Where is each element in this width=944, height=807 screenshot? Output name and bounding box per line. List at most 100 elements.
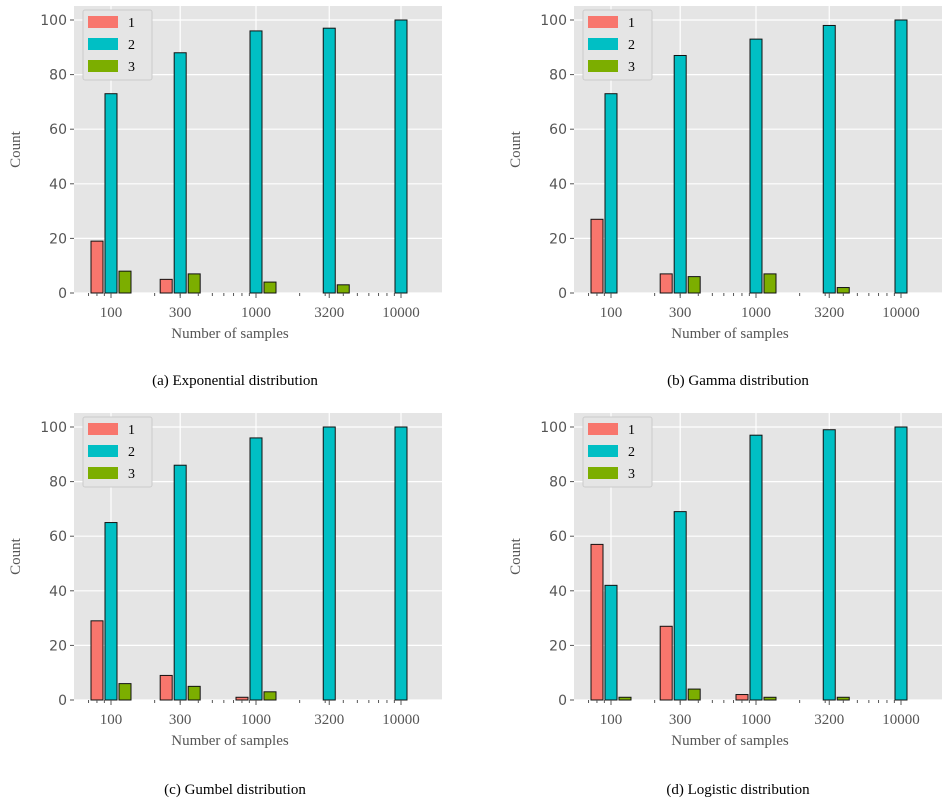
y-tick-label: 0 bbox=[558, 693, 567, 709]
x-tick-label: 10000 bbox=[382, 712, 420, 728]
y-tick-label: 60 bbox=[549, 122, 567, 138]
legend-swatch-2 bbox=[588, 38, 618, 50]
caption-a: (a) Exponential distribution bbox=[152, 373, 318, 389]
bar-series-2 bbox=[104, 93, 118, 294]
bar-series-2 bbox=[249, 30, 263, 294]
bar-series-2 bbox=[894, 426, 908, 701]
bar-series-2 bbox=[104, 522, 118, 701]
bar-series-3 bbox=[187, 273, 201, 294]
x-axis-label: Number of samples bbox=[671, 733, 789, 749]
y-axis-label: Count bbox=[8, 537, 24, 575]
legend-swatch-2 bbox=[88, 445, 118, 457]
x-tick-label: 1000 bbox=[241, 305, 271, 321]
legend-swatch-1 bbox=[88, 423, 118, 435]
y-tick-label: 60 bbox=[49, 122, 67, 138]
bar-series-2 bbox=[604, 584, 618, 701]
legend-swatch-3 bbox=[588, 60, 618, 72]
x-tick-label: 3200 bbox=[314, 305, 344, 321]
bar-series-3 bbox=[618, 696, 632, 701]
bar-series-1 bbox=[590, 218, 604, 294]
legend-label-3: 3 bbox=[628, 467, 635, 482]
x-tick-label: 10000 bbox=[882, 305, 920, 321]
legend-label-1: 1 bbox=[628, 16, 635, 31]
chart-a: 0 20 40 60 80 100 100 300 1000 3200 10000 Number of… bbox=[8, 6, 442, 342]
x-tick-label: 10000 bbox=[382, 305, 420, 321]
bar-series-1 bbox=[659, 625, 673, 701]
legend-label-3: 3 bbox=[628, 60, 635, 75]
y-tick-label: 100 bbox=[540, 420, 567, 436]
x-tick-label: 1000 bbox=[741, 305, 771, 321]
legend-label-1: 1 bbox=[128, 16, 135, 31]
bar-series-2 bbox=[673, 54, 687, 294]
x-axis-label: Number of samples bbox=[171, 733, 289, 749]
x-tick-label: 3200 bbox=[314, 712, 344, 728]
legend: 1 2 3 bbox=[582, 9, 653, 81]
x-tick-label: 300 bbox=[169, 712, 192, 728]
bar-series-3 bbox=[263, 691, 277, 701]
bar-series-2 bbox=[673, 511, 687, 701]
y-tick-label: 60 bbox=[549, 529, 567, 545]
legend-swatch-3 bbox=[88, 467, 118, 479]
caption-c: (c) Gumbel distribution bbox=[164, 782, 306, 798]
bar-series-1 bbox=[235, 696, 249, 701]
y-tick-label: 20 bbox=[549, 638, 567, 654]
y-axis-label: Count bbox=[508, 130, 524, 168]
bar-series-1 bbox=[590, 543, 604, 701]
legend-label-2: 2 bbox=[628, 445, 635, 460]
bar-series-2 bbox=[322, 426, 336, 701]
y-tick-label: 0 bbox=[58, 286, 67, 302]
bar-series-3 bbox=[187, 685, 201, 701]
bar-series-3 bbox=[763, 273, 777, 294]
y-axis-label: Count bbox=[8, 130, 24, 168]
bar-series-3 bbox=[263, 281, 277, 294]
bar-series-1 bbox=[159, 278, 173, 294]
y-tick-label: 80 bbox=[49, 68, 67, 84]
bar-series-1 bbox=[735, 694, 749, 701]
x-tick-label: 300 bbox=[169, 305, 192, 321]
y-tick-label: 40 bbox=[49, 584, 67, 600]
bar-series-3 bbox=[836, 287, 850, 294]
bar-series-1 bbox=[90, 620, 104, 701]
legend-swatch-1 bbox=[588, 423, 618, 435]
legend: 1 2 3 bbox=[82, 9, 153, 81]
y-axis-label: Count bbox=[508, 537, 524, 575]
bar-series-2 bbox=[394, 19, 408, 294]
bar-series-3 bbox=[836, 696, 850, 701]
y-tick-label: 40 bbox=[549, 177, 567, 193]
y-tick-label: 20 bbox=[549, 231, 567, 247]
y-tick-label: 80 bbox=[549, 68, 567, 84]
legend: 1 2 3 bbox=[82, 416, 153, 488]
x-tick-label: 300 bbox=[669, 305, 692, 321]
legend-swatch-1 bbox=[88, 16, 118, 28]
y-tick-label: 60 bbox=[49, 529, 67, 545]
y-tick-label: 0 bbox=[558, 286, 567, 302]
bar-series-2 bbox=[822, 429, 836, 701]
legend-swatch-2 bbox=[588, 445, 618, 457]
bar-series-3 bbox=[118, 270, 132, 294]
chart-b: 0 20 40 60 80 100 100 300 1000 3200 10000 Number of… bbox=[508, 6, 942, 342]
x-tick-label: 10000 bbox=[882, 712, 920, 728]
x-tick-label: 1000 bbox=[241, 712, 271, 728]
y-tick-label: 100 bbox=[40, 13, 67, 29]
chart-c: 0 20 40 60 80 100 100 300 1000 3200 10000 Number of… bbox=[8, 413, 442, 749]
legend: 1 2 3 bbox=[582, 416, 653, 488]
y-tick-label: 0 bbox=[58, 693, 67, 709]
x-tick-label: 100 bbox=[600, 305, 623, 321]
caption-b: (b) Gamma distribution bbox=[667, 373, 809, 389]
y-tick-label: 80 bbox=[549, 475, 567, 491]
x-tick-label: 3200 bbox=[814, 305, 844, 321]
bar-series-2 bbox=[173, 52, 187, 294]
bar-series-2 bbox=[894, 19, 908, 294]
x-tick-label: 100 bbox=[100, 712, 123, 728]
y-tick-label: 100 bbox=[40, 420, 67, 436]
chart-d: 0 20 40 60 80 100 100 300 1000 3200 10000 Number of… bbox=[508, 413, 942, 749]
y-tick-label: 80 bbox=[49, 475, 67, 491]
bar-series-3 bbox=[687, 276, 701, 294]
legend-swatch-1 bbox=[588, 16, 618, 28]
y-tick-label: 40 bbox=[549, 584, 567, 600]
legend-label-2: 2 bbox=[128, 38, 135, 53]
bar-series-3 bbox=[118, 683, 132, 701]
bar-series-1 bbox=[90, 240, 104, 294]
legend-label-3: 3 bbox=[128, 60, 135, 75]
bar-series-2 bbox=[249, 437, 263, 701]
